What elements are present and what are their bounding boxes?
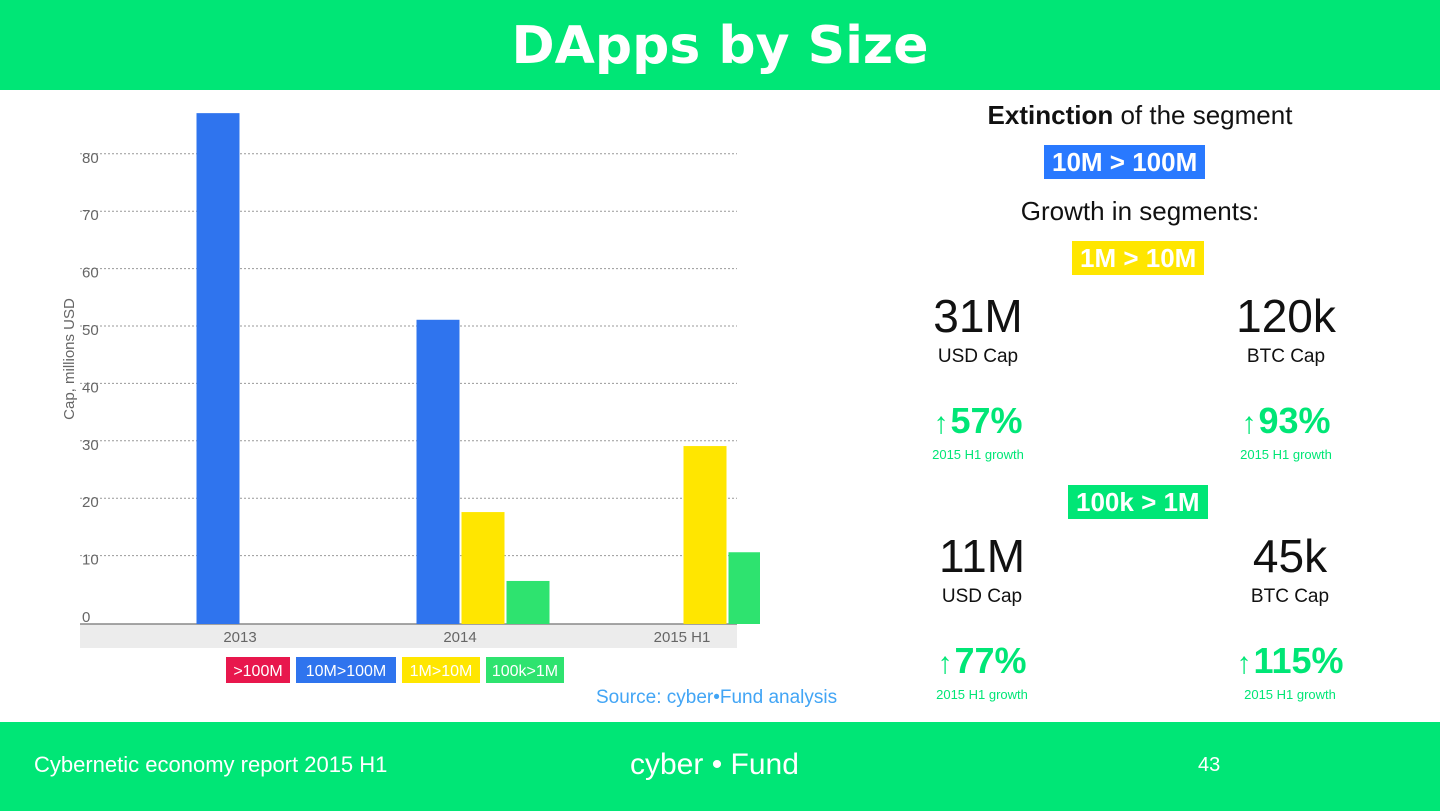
bar-100k1m-2014 (506, 580, 550, 624)
up-arrow-icon: ↑ (1241, 407, 1257, 440)
segment-chip-1m-10m: 1M > 10M (1072, 241, 1205, 275)
legend-label: 10M>100M (306, 663, 387, 680)
y-tick-label: 0 (82, 609, 90, 626)
seg1-usd-growth: ↑57% 2015 H1 growth (878, 400, 1078, 462)
seg2-usd-stat: 11M USD Cap (882, 530, 1082, 608)
seg2-usd-value: 11M (938, 530, 1026, 582)
seg1-btc-label: BTC Cap (1246, 346, 1326, 367)
seg1-usd-growth-note: 2015 H1 growth (932, 447, 1024, 462)
legend-label: >100M (233, 663, 282, 680)
seg1-usd-value: 31M (933, 290, 1023, 342)
x-tick-label: 2015 H1 (654, 629, 711, 646)
seg1-btc-growth-note: 2015 H1 growth (1240, 447, 1332, 462)
seg2-btc-label: BTC Cap (1250, 586, 1330, 607)
y-tick-label: 30 (82, 437, 99, 454)
footer-bar: Cybernetic economy report 2015 H1 cyber … (0, 722, 1440, 811)
footer-brand: cyber • Fund (630, 748, 799, 781)
legend-swatch (226, 657, 290, 683)
growth-heading: Growth in segments: (1020, 196, 1260, 226)
up-arrow-icon: ↑ (937, 647, 953, 680)
segment-chip-10m-100m: 10M > 100M (1044, 145, 1206, 179)
seg1-btc-stat: 120k BTC Cap (1186, 290, 1386, 368)
seg1-usd-stat: 31M USD Cap (878, 290, 1078, 368)
seg2-btc-value: 45k (1252, 530, 1328, 582)
y-tick-label: 80 (82, 150, 99, 167)
bar-chart: 0 10 20 30 40 50 60 70 80 Cap, millions USD 2013 20… (61, 113, 760, 683)
title-bar: DApps by Size (0, 0, 1440, 90)
legend-label: 100k>1M (492, 663, 558, 680)
bar-10m100m-2014 (416, 319, 460, 624)
bar-1m10m-2014 (461, 512, 505, 624)
extinction-bold: Extinction (987, 100, 1114, 130)
segment-chip-100k-1m: 100k > 1M (1068, 485, 1208, 519)
y-tick-label: 10 (82, 552, 99, 569)
seg1-btc-value: 120k (1236, 290, 1336, 342)
page-number: 43 (1198, 754, 1221, 776)
page-title: DApps by Size (511, 16, 929, 76)
y-tick-label: 50 (82, 322, 99, 339)
y-axis-label: Cap, millions USD (61, 298, 78, 420)
seg2-btc-growth: ↑115% 2015 H1 growth (1190, 640, 1390, 702)
seg2-usd-growth: ↑77% 2015 H1 growth (882, 640, 1082, 702)
seg2-usd-label: USD Cap (941, 586, 1023, 607)
bar-100k1m-2015h1 (728, 552, 760, 624)
seg1-btc-growth-value: 93% (1258, 400, 1331, 441)
up-arrow-icon: ↑ (933, 407, 949, 440)
source-note: Source: cyber•Fund analysis (596, 687, 838, 708)
summary-panel: Extinction of the segment 10M > 100M Gro… (900, 96, 1380, 716)
legend-swatch (486, 657, 564, 683)
seg2-usd-growth-note: 2015 H1 growth (936, 687, 1028, 702)
footer-report-title: Cybernetic economy report 2015 H1 (34, 752, 388, 777)
x-tick-label: 2014 (443, 629, 476, 646)
legend-label: 1M>10M (410, 663, 473, 680)
x-tick-label: 2013 (223, 629, 256, 646)
legend-swatch (296, 657, 396, 683)
extinction-line: Extinction of the segment (900, 100, 1380, 131)
y-tick-label: 60 (82, 265, 99, 282)
seg2-btc-growth-value: 115% (1253, 640, 1344, 681)
seg2-btc-growth-note: 2015 H1 growth (1244, 687, 1336, 702)
y-tick-label: 20 (82, 494, 99, 511)
seg1-btc-growth: ↑93% 2015 H1 growth (1186, 400, 1386, 462)
seg2-usd-growth-value: 77% (954, 640, 1027, 681)
seg1-usd-label: USD Cap (937, 346, 1019, 367)
up-arrow-icon: ↑ (1236, 647, 1252, 680)
seg2-btc-stat: 45k BTC Cap (1190, 530, 1390, 608)
y-tick-label: 40 (82, 379, 99, 396)
seg1-usd-growth-value: 57% (950, 400, 1023, 441)
legend-swatch (402, 657, 480, 683)
bar-10m100m-2013 (196, 113, 240, 624)
extinction-rest: of the segment (1113, 100, 1293, 130)
x-axis-band (80, 624, 737, 648)
y-tick-label: 70 (82, 207, 99, 224)
bar-1m10m-2015h1 (683, 446, 727, 624)
